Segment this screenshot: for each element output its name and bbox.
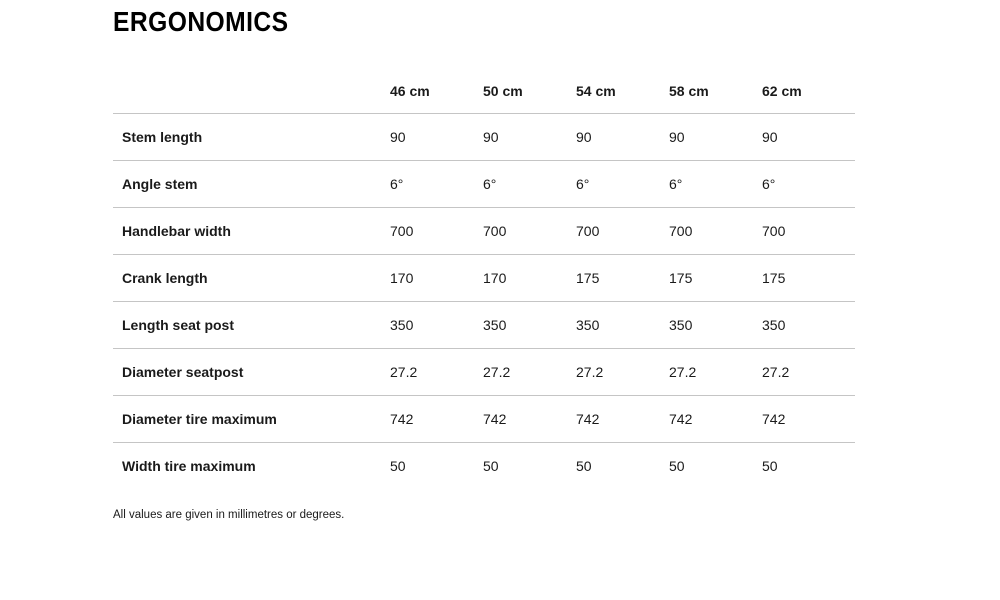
row-label: Crank length <box>113 254 390 302</box>
cell-value: 27.2 <box>762 348 855 396</box>
cell-value: 50 <box>669 458 685 474</box>
cell-value: 27.2 <box>483 348 576 396</box>
cell-value: 90 <box>390 113 483 161</box>
cell-value: 6° <box>762 160 855 208</box>
table-row-width-tire-maximum: Width tire maximum 50 50 50 50 50 <box>113 443 855 490</box>
cell-value: 170 <box>390 254 483 302</box>
table-row-crank-length: Crank length 170 170 175 175 175 <box>113 254 855 302</box>
column-header-46cm: 46 cm <box>390 83 483 114</box>
cell-value: 175 <box>576 254 669 302</box>
table-row-handlebar-width: Handlebar width 700 700 700 700 700 <box>113 207 855 255</box>
ergonomics-section: ERGONOMICS 46 cm 50 cm 54 cm 58 cm 62 cm… <box>113 6 855 521</box>
cell-value: 175 <box>669 254 762 302</box>
cell-value: 350 <box>669 301 762 349</box>
cell-value: 90 <box>669 113 762 161</box>
cell-value: 700 <box>669 207 762 255</box>
cell-value: 6° <box>483 160 576 208</box>
table-row-diameter-tire-maximum: Diameter tire maximum 742 742 742 742 74… <box>113 395 855 443</box>
table-header-row: 46 cm 50 cm 54 cm 58 cm 62 cm <box>113 83 855 114</box>
column-header-50cm: 50 cm <box>483 83 576 114</box>
column-header-62cm: 62 cm <box>762 83 855 114</box>
cell-value: 742 <box>390 395 483 443</box>
cell-value: 700 <box>483 207 576 255</box>
cell-value: 6° <box>390 160 483 208</box>
cell-value: 350 <box>576 301 669 349</box>
table-row-angle-stem: Angle stem 6° 6° 6° 6° 6° <box>113 160 855 208</box>
cell-value: 90 <box>762 113 855 161</box>
row-label: Handlebar width <box>113 207 390 255</box>
cell-value: 27.2 <box>669 348 762 396</box>
cell-value: 700 <box>390 207 483 255</box>
cell-value: 50 <box>576 458 592 474</box>
cell-value: 350 <box>762 301 855 349</box>
column-header-58cm: 58 cm <box>669 83 762 114</box>
cell-value: 50 <box>762 458 778 474</box>
row-label: Diameter seatpost <box>113 348 390 396</box>
cell-value: 170 <box>483 254 576 302</box>
cell-value: 742 <box>483 395 576 443</box>
row-label: Diameter tire maximum <box>113 395 390 443</box>
row-label-column-header <box>113 83 390 114</box>
cell-value: 50 <box>390 458 406 474</box>
row-label: Angle stem <box>113 160 390 208</box>
cell-value: 742 <box>762 395 855 443</box>
cell-value: 90 <box>483 113 576 161</box>
table-row-stem-length: Stem length 90 90 90 90 90 <box>113 113 855 161</box>
cell-value: 742 <box>669 395 762 443</box>
cell-value: 742 <box>576 395 669 443</box>
row-label: Width tire maximum <box>122 458 256 474</box>
column-header-54cm: 54 cm <box>576 83 669 114</box>
cell-value: 700 <box>576 207 669 255</box>
cell-value: 50 <box>483 458 499 474</box>
row-label: Stem length <box>113 113 390 161</box>
cell-value: 700 <box>762 207 855 255</box>
cell-value: 90 <box>576 113 669 161</box>
cell-value: 350 <box>483 301 576 349</box>
table-row-length-seat-post: Length seat post 350 350 350 350 350 <box>113 301 855 349</box>
page-title: ERGONOMICS <box>113 6 289 37</box>
cell-value: 27.2 <box>390 348 483 396</box>
table-row-diameter-seatpost: Diameter seatpost 27.2 27.2 27.2 27.2 27… <box>113 348 855 396</box>
cell-value: 6° <box>669 160 762 208</box>
footnote: All values are given in millimetres or d… <box>113 509 345 521</box>
cell-value: 175 <box>762 254 855 302</box>
ergonomics-table: 46 cm 50 cm 54 cm 58 cm 62 cm Stem lengt… <box>113 83 855 489</box>
row-label: Length seat post <box>113 301 390 349</box>
cell-value: 6° <box>576 160 669 208</box>
cell-value: 350 <box>390 301 483 349</box>
cell-value: 27.2 <box>576 348 669 396</box>
